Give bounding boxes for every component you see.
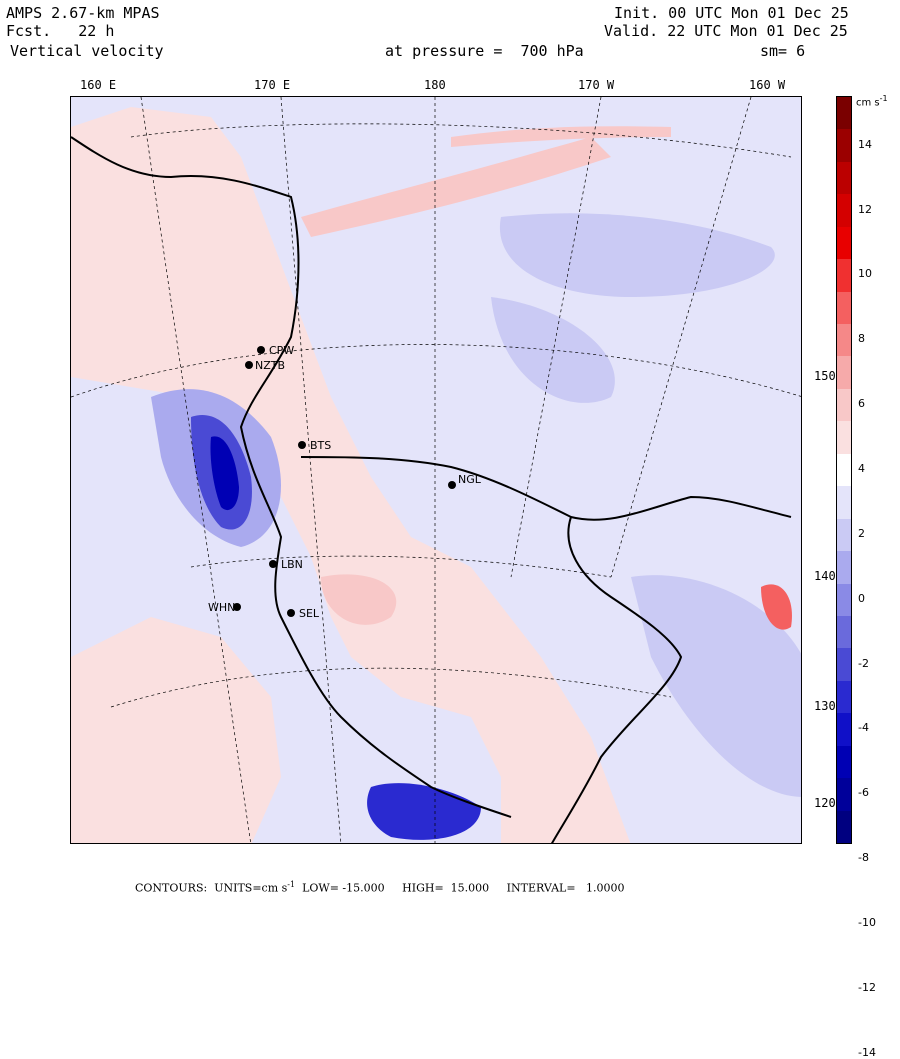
station-label-cpw: CPW bbox=[269, 344, 294, 357]
colorbar-segment bbox=[837, 615, 851, 649]
coastline bbox=[71, 136, 792, 843]
station-marker-cpw bbox=[257, 346, 265, 354]
valid-time: Valid. 22 UTC Mon 01 Dec 25 bbox=[604, 22, 848, 40]
init-time: Init. 00 UTC Mon 01 Dec 25 bbox=[614, 4, 849, 22]
colorbar-segment bbox=[837, 583, 851, 617]
positive-core-east bbox=[761, 584, 792, 630]
colorbar-tick-label: -6 bbox=[858, 786, 869, 800]
colorbar-segment bbox=[837, 453, 851, 487]
lon-label-160w: 160 W bbox=[749, 78, 786, 92]
colorbar-segment bbox=[837, 291, 851, 325]
contour-footer: CONTOURS: UNITS=cm s-1 LOW= -15.000 HIGH… bbox=[135, 880, 625, 895]
positive-region-west bbox=[71, 617, 281, 843]
colorbar-tick-label: -4 bbox=[858, 721, 869, 735]
colorbar-segment bbox=[837, 259, 851, 293]
colorbar-tick-label: -2 bbox=[858, 656, 869, 670]
lon-label-160e: 160 E bbox=[80, 78, 117, 92]
colorbar-segment bbox=[837, 226, 851, 260]
station-label-ngl: NGL bbox=[458, 473, 482, 486]
colorbar-segment bbox=[837, 486, 851, 520]
colorbar-segment bbox=[837, 648, 851, 682]
station-label-whn: WHN bbox=[208, 601, 235, 614]
colorbar-segment bbox=[837, 713, 851, 747]
colorbar-tick-label: 14 bbox=[858, 137, 872, 151]
positive-band-north bbox=[301, 137, 611, 237]
field-name: Vertical velocity bbox=[10, 42, 164, 60]
station-marker-ngl bbox=[448, 481, 456, 489]
station-marker-bts bbox=[298, 441, 306, 449]
colorbar-segment bbox=[837, 421, 851, 455]
colorbar-tick-label: -8 bbox=[858, 851, 869, 865]
negative-blob-southeast bbox=[631, 575, 801, 797]
positive-band-north-2 bbox=[451, 126, 671, 147]
colorbar-segment bbox=[837, 518, 851, 552]
colorbar-segment bbox=[837, 324, 851, 357]
station-label-lbn: LBN bbox=[281, 558, 303, 571]
map-canvas: CPW NZTB BTS NGL LBN WHN SEL bbox=[71, 97, 801, 843]
colorbar-tick-label: -10 bbox=[858, 916, 876, 930]
colorbar-segment bbox=[837, 810, 851, 844]
station-marker-lbn bbox=[269, 560, 277, 568]
lon-label-170w: 170 W bbox=[578, 78, 615, 92]
smoothing: sm= 6 bbox=[760, 42, 806, 60]
colorbar-tick-label: 2 bbox=[858, 526, 865, 540]
map-panel: CPW NZTB BTS NGL LBN WHN SEL bbox=[70, 96, 802, 844]
colorbar-segment bbox=[837, 97, 851, 130]
colorbar-segment bbox=[837, 194, 851, 228]
strongest-negative-core bbox=[210, 436, 239, 511]
lon-label-180: 180 bbox=[424, 78, 446, 92]
colorbar-segment bbox=[837, 129, 851, 163]
graticule bbox=[71, 97, 801, 843]
colorbar-tick-label: -12 bbox=[858, 980, 876, 994]
colorbar-tick-label: 10 bbox=[858, 267, 872, 281]
colorbar-tick-label: 0 bbox=[858, 591, 865, 605]
positive-blob-ross bbox=[321, 574, 397, 625]
colorbar-tick-label: 8 bbox=[858, 332, 865, 346]
colorbar-segment bbox=[837, 388, 851, 422]
colorbar-tick-label: 12 bbox=[858, 202, 872, 216]
station-marker-nztb bbox=[245, 361, 253, 369]
colorbar-tick-label: -14 bbox=[858, 1045, 876, 1059]
station-label-sel: SEL bbox=[299, 607, 320, 620]
colorbar-segment bbox=[837, 680, 851, 714]
station-label-nztb: NZTB bbox=[255, 359, 285, 372]
station-label-bts: BTS bbox=[310, 439, 331, 452]
pressure-level: at pressure = 700 hPa bbox=[385, 42, 584, 60]
colorbar-segment bbox=[837, 778, 851, 812]
colorbar bbox=[836, 96, 852, 844]
station-marker-sel bbox=[287, 609, 295, 617]
station-marker-whn bbox=[233, 603, 241, 611]
station-markers: CPW NZTB BTS NGL LBN WHN SEL bbox=[208, 344, 482, 620]
colorbar-segment bbox=[837, 745, 851, 779]
colorbar-segment bbox=[837, 161, 851, 195]
colorbar-segment bbox=[837, 551, 851, 584]
colorbar-segment bbox=[837, 356, 851, 390]
colorbar-units: cm s-1 bbox=[856, 94, 888, 109]
negative-blob-northeast bbox=[499, 213, 775, 297]
colorbar-tick-label: 4 bbox=[858, 462, 865, 475]
model-title: AMPS 2.67-km MPAS bbox=[6, 4, 160, 22]
lon-label-170e: 170 E bbox=[254, 78, 291, 92]
forecast-hour: Fcst. 22 h bbox=[6, 22, 115, 40]
colorbar-tick-label: 6 bbox=[858, 397, 865, 411]
